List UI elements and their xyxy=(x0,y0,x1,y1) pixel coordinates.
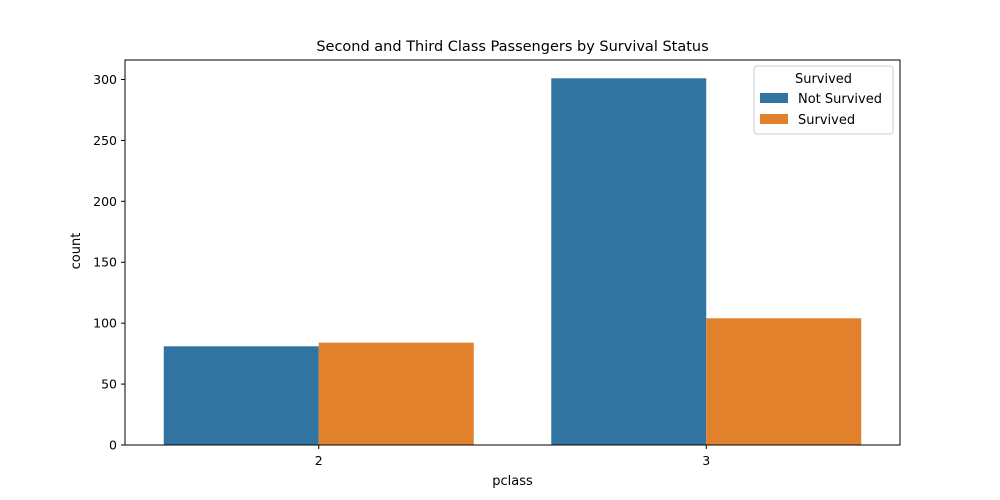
x-axis-label: pclass xyxy=(492,474,533,489)
y-tick-label: 300 xyxy=(93,72,117,87)
y-tick-label: 200 xyxy=(93,194,117,209)
x-tick-label: 3 xyxy=(702,453,710,468)
chart-title: Second and Third Class Passengers by Sur… xyxy=(316,39,708,55)
bar xyxy=(163,346,319,445)
legend-box xyxy=(753,65,894,135)
y-tick-label: 50 xyxy=(101,377,117,392)
y-tick-label: 100 xyxy=(93,316,117,331)
x-tick-label: 2 xyxy=(315,453,323,468)
bar xyxy=(318,342,474,445)
y-axis-ticks: 0 50 100 150 200 250 300 xyxy=(93,72,125,453)
y-tick-label: 250 xyxy=(93,133,117,148)
legend-label: Survived xyxy=(798,113,855,128)
plot-frame xyxy=(124,59,901,446)
legend-items: Not Survived Survived xyxy=(760,92,882,128)
y-tick-label: 0 xyxy=(109,438,117,453)
legend-label: Not Survived xyxy=(798,92,882,107)
bar xyxy=(706,318,862,445)
bars-group xyxy=(163,78,862,445)
bar xyxy=(551,78,707,445)
y-axis-label: count xyxy=(69,233,84,270)
legend: Survived Not Survived Survived xyxy=(753,65,894,135)
legend-swatch xyxy=(760,93,788,103)
y-tick-label: 150 xyxy=(93,255,117,270)
legend-swatch xyxy=(760,114,788,124)
legend-title: Survived xyxy=(795,72,852,87)
